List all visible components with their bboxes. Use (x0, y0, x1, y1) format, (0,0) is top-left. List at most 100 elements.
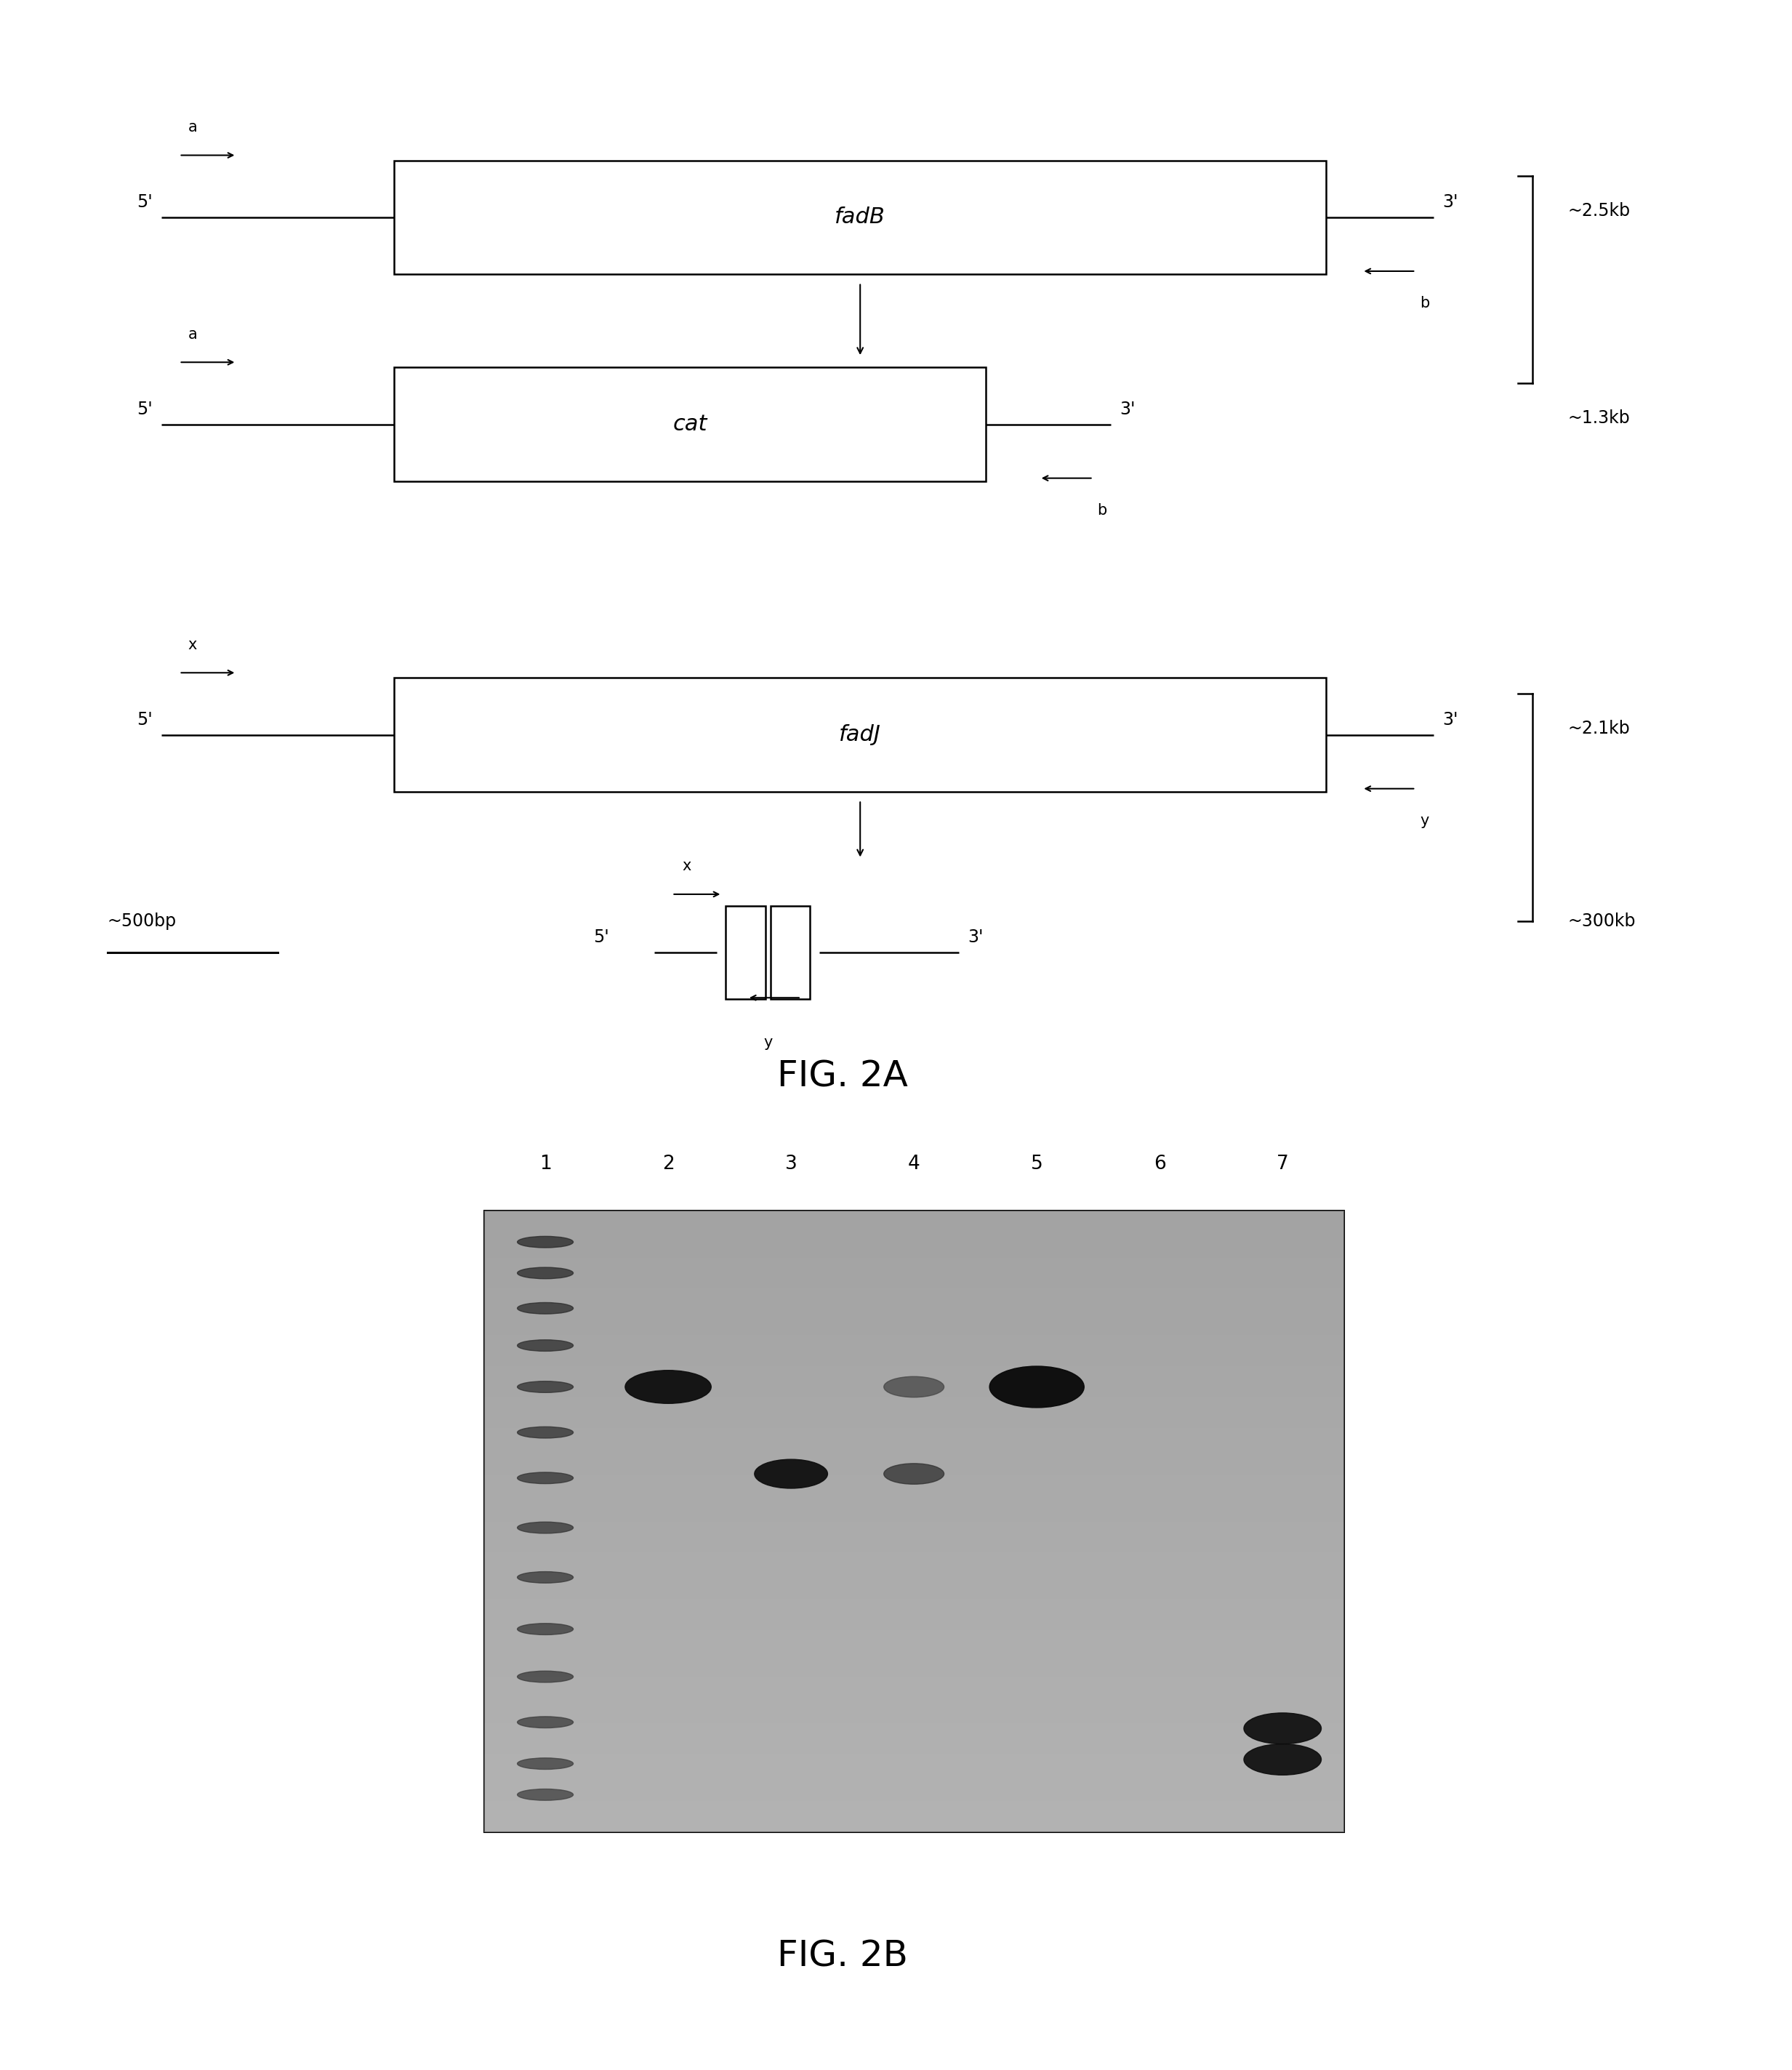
Text: fadJ: fadJ (839, 724, 882, 745)
Text: x: x (188, 638, 197, 652)
Bar (484, 1211, 1344, 1225)
Text: 5': 5' (136, 195, 152, 211)
Bar (484, 1584, 1344, 1598)
Bar (484, 1397, 1344, 1412)
Bar (484, 1646, 1344, 1660)
Text: y: y (763, 1035, 772, 1049)
Text: FIG. 2B: FIG. 2B (778, 1940, 907, 1973)
Bar (484, 1753, 1344, 1770)
Text: a: a (188, 120, 197, 135)
Text: b: b (1419, 296, 1430, 310)
Bar (484, 1801, 1344, 1817)
Bar (771, 905, 810, 998)
Ellipse shape (518, 1339, 573, 1352)
Bar (484, 1474, 1344, 1490)
Text: 3': 3' (1443, 712, 1459, 729)
Bar (484, 1321, 1344, 1335)
Bar (484, 1615, 1344, 1631)
Bar (484, 1383, 1344, 1397)
Ellipse shape (518, 1757, 573, 1770)
Ellipse shape (518, 1302, 573, 1314)
Text: 1: 1 (539, 1155, 552, 1174)
Bar (484, 1412, 1344, 1428)
Ellipse shape (518, 1381, 573, 1393)
Bar (726, 905, 765, 998)
Ellipse shape (883, 1463, 944, 1484)
Text: ~300kb: ~300kb (1568, 913, 1636, 929)
Text: 5': 5' (136, 712, 152, 729)
Text: y: y (1419, 814, 1430, 828)
Bar (484, 1552, 1344, 1569)
Bar (484, 1708, 1344, 1722)
Ellipse shape (883, 1377, 944, 1397)
Bar (484, 1211, 1344, 1832)
Bar (484, 1428, 1344, 1445)
Bar (484, 1288, 1344, 1304)
Text: 4: 4 (909, 1155, 919, 1174)
Bar (484, 1569, 1344, 1584)
Ellipse shape (518, 1571, 573, 1584)
Text: 3': 3' (1120, 402, 1136, 418)
Text: ~500bp: ~500bp (108, 913, 177, 929)
Bar (484, 1598, 1344, 1615)
Bar (484, 1631, 1344, 1646)
Ellipse shape (518, 1426, 573, 1439)
Text: 5: 5 (1030, 1155, 1043, 1174)
Text: ~2.1kb: ~2.1kb (1568, 720, 1631, 737)
Bar (484, 1335, 1344, 1352)
Bar (484, 1770, 1344, 1784)
Ellipse shape (518, 1716, 573, 1728)
Text: ~2.5kb: ~2.5kb (1568, 203, 1631, 219)
Bar (484, 1660, 1344, 1677)
Bar (484, 1304, 1344, 1321)
Bar (394, 366, 986, 480)
Ellipse shape (518, 1670, 573, 1683)
Bar (484, 1817, 1344, 1832)
Bar (484, 1693, 1344, 1708)
Bar (484, 1225, 1344, 1242)
Text: 7: 7 (1276, 1155, 1288, 1174)
Bar (484, 1445, 1344, 1459)
Text: 3': 3' (1443, 195, 1459, 211)
Bar (484, 1490, 1344, 1507)
Bar (484, 1784, 1344, 1801)
Bar (394, 161, 1326, 273)
Text: 5': 5' (593, 929, 609, 946)
Text: 5': 5' (136, 402, 152, 418)
Text: fadB: fadB (835, 207, 885, 228)
Ellipse shape (518, 1236, 573, 1248)
Bar (484, 1722, 1344, 1739)
Text: b: b (1097, 503, 1107, 518)
Text: cat: cat (672, 414, 708, 435)
Ellipse shape (1244, 1714, 1321, 1743)
Ellipse shape (625, 1370, 711, 1403)
Bar (484, 1242, 1344, 1256)
Ellipse shape (989, 1366, 1084, 1408)
Text: 2: 2 (661, 1155, 674, 1174)
Ellipse shape (518, 1472, 573, 1484)
Bar (484, 1739, 1344, 1755)
Bar (484, 1507, 1344, 1521)
Bar (394, 679, 1326, 791)
Bar (484, 1521, 1344, 1536)
Bar (484, 1273, 1344, 1288)
Text: 3: 3 (785, 1155, 797, 1174)
Text: ~1.3kb: ~1.3kb (1568, 410, 1631, 426)
Ellipse shape (1244, 1743, 1321, 1776)
Ellipse shape (518, 1623, 573, 1635)
Bar (484, 1536, 1344, 1552)
Bar (484, 1677, 1344, 1693)
Bar (484, 1366, 1344, 1383)
Text: 3': 3' (968, 929, 984, 946)
Ellipse shape (518, 1521, 573, 1534)
Ellipse shape (518, 1788, 573, 1801)
Text: a: a (188, 327, 197, 342)
Text: FIG. 2A: FIG. 2A (778, 1060, 907, 1093)
Ellipse shape (754, 1459, 828, 1488)
Ellipse shape (518, 1267, 573, 1279)
Bar (484, 1259, 1344, 1273)
Bar (484, 1352, 1344, 1366)
Bar (484, 1459, 1344, 1474)
Text: 6: 6 (1154, 1155, 1167, 1174)
Text: x: x (681, 859, 692, 874)
